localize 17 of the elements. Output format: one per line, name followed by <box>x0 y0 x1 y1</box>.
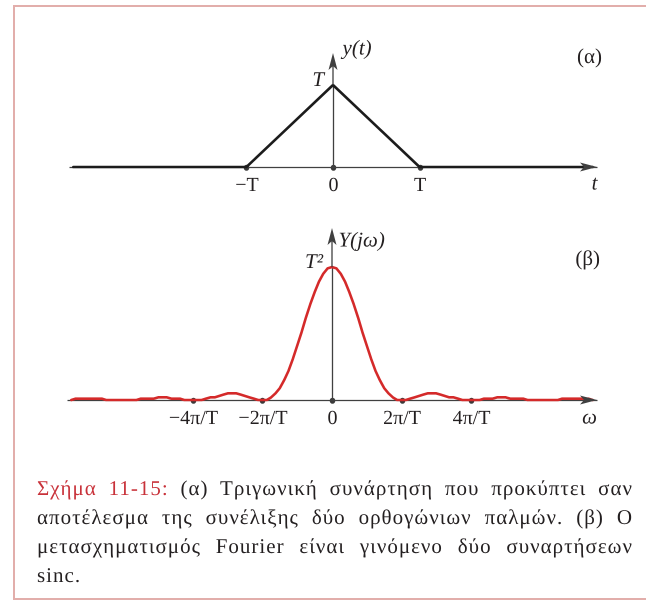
x-tick-label: 0 <box>328 174 338 196</box>
x-tick-label: 0 <box>328 407 338 429</box>
x-tick-label: T <box>414 174 426 196</box>
chart-title: (α) <box>577 44 602 68</box>
chart-title: (β) <box>575 246 600 270</box>
x-tick-label: −2π/T <box>238 407 288 429</box>
x-tick-label: −4π/T <box>168 407 218 429</box>
x-tick-label: −T <box>235 174 259 196</box>
annotation: T <box>312 67 326 91</box>
x-axis-title: ω <box>582 404 597 428</box>
x-axis-title: t <box>592 170 599 194</box>
y-axis-title: Y(jω) <box>338 228 385 252</box>
text: Σχήμα 11-15: (α) Τριγωνική συνάρτηση που προκύπτει σαν αποτέλεσμα της συνέλιξης δύο ορθογώνιων παλμών. (β) Ο μετασχηματισμός Fourier είναι γινόμενο δύο συναρτήσεων sinc. <box>37 475 634 589</box>
x-tick-label: 2π/T <box>383 407 421 429</box>
annotation: T² <box>305 249 324 273</box>
x-tick-label: 4π/T <box>452 407 490 429</box>
y-axis-title: y(t) <box>340 36 372 60</box>
